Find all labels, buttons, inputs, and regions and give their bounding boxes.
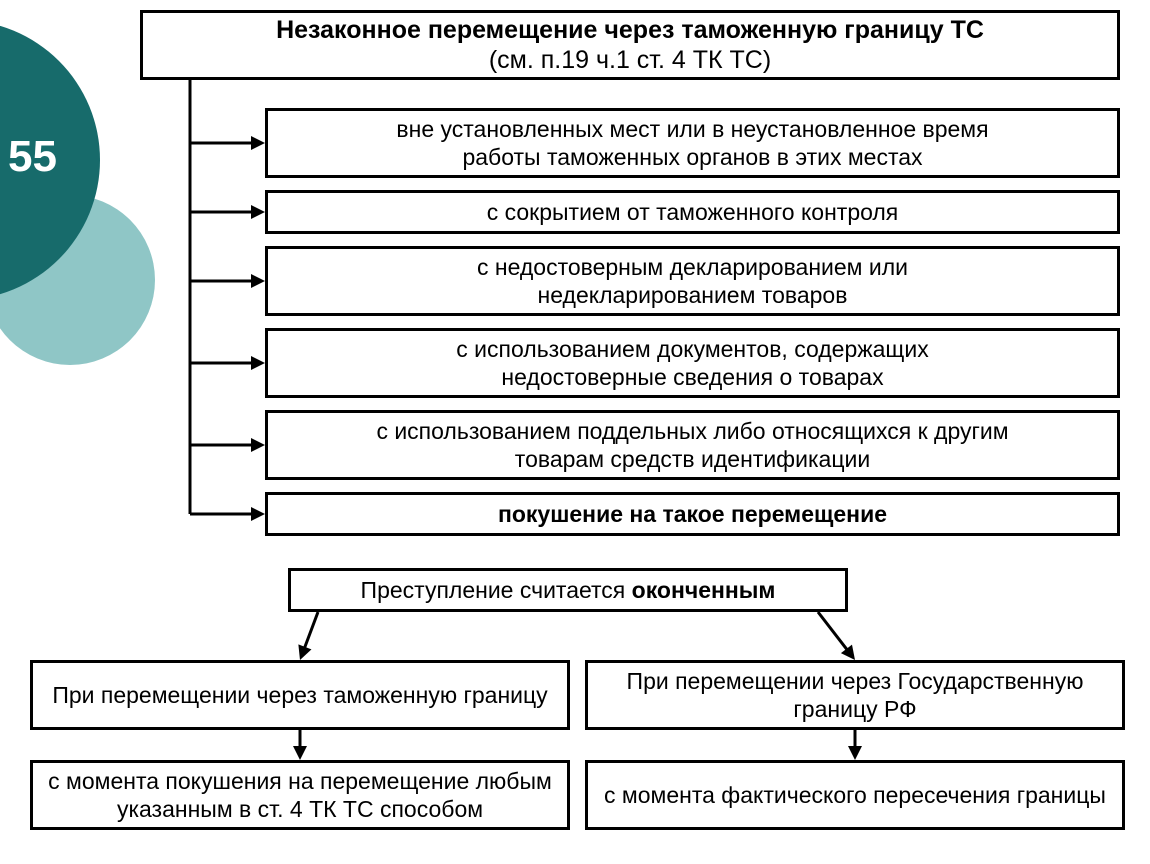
way-box-5: покушение на такое перемещение bbox=[265, 492, 1120, 536]
way-2-line2: недекларированием товаров bbox=[477, 281, 908, 309]
way-box-0: вне установленных мест или в неустановле… bbox=[265, 108, 1120, 178]
left-upper-box: При перемещении через таможенную границу bbox=[30, 660, 570, 730]
right-lower-text: с момента фактического пересечения грани… bbox=[604, 781, 1106, 809]
right-lower-box: с момента фактического пересечения грани… bbox=[585, 760, 1125, 830]
header-line1: Незаконное перемещение через таможенную … bbox=[276, 15, 984, 46]
way-box-2: с недостоверным декларированием или неде… bbox=[265, 246, 1120, 316]
way-box-4: с использованием поддельных либо относящ… bbox=[265, 410, 1120, 480]
way-3-line1: с использованием документов, содержащих bbox=[456, 335, 928, 363]
left-lower-box: с момента покушения на перемещение любым… bbox=[30, 760, 570, 830]
way-5-line1: покушение на такое перемещение bbox=[498, 500, 887, 528]
way-2-line1: с недостоверным декларированием или bbox=[477, 253, 908, 281]
way-0-line2: работы таможенных органов в этих местах bbox=[396, 143, 988, 171]
way-box-1: с сокрытием от таможенного контроля bbox=[265, 190, 1120, 234]
completed-box: Преступление считается оконченным bbox=[288, 568, 848, 612]
way-3-line2: недостоверные сведения о товарах bbox=[456, 363, 928, 391]
left-lower-text: с момента покушения на перемещение любым… bbox=[47, 767, 553, 823]
completed-prefix: Преступление считается bbox=[361, 577, 632, 603]
slide-number: 55 bbox=[8, 132, 57, 182]
left-upper-text: При перемещении через таможенную границу bbox=[52, 681, 547, 709]
way-box-3: с использованием документов, содержащих … bbox=[265, 328, 1120, 398]
way-4-line1: с использованием поддельных либо относящ… bbox=[376, 417, 1008, 445]
header-box: Незаконное перемещение через таможенную … bbox=[140, 10, 1120, 80]
way-4-line2: товарам средств идентификации bbox=[376, 445, 1008, 473]
completed-text: Преступление считается оконченным bbox=[361, 576, 776, 604]
header-line2: (см. п.19 ч.1 ст. 4 ТК ТС) bbox=[276, 45, 984, 76]
way-1-line1: с сокрытием от таможенного контроля bbox=[487, 198, 899, 226]
way-0-line1: вне установленных мест или в неустановле… bbox=[396, 115, 988, 143]
slide-stage: 55 Незаконное перемещение через таможенн… bbox=[0, 0, 1150, 864]
right-upper-text: При перемещении через Государственную гр… bbox=[602, 667, 1108, 723]
right-upper-box: При перемещении через Государственную гр… bbox=[585, 660, 1125, 730]
completed-bold: оконченным bbox=[632, 577, 776, 603]
